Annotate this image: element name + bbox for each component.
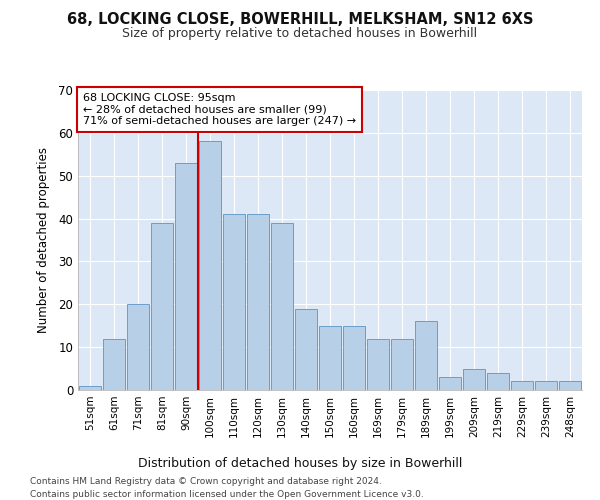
Bar: [511, 382, 533, 390]
Bar: [271, 223, 293, 390]
Bar: [319, 326, 341, 390]
Bar: [175, 163, 197, 390]
Bar: [415, 322, 437, 390]
Bar: [295, 308, 317, 390]
Bar: [367, 338, 389, 390]
Bar: [79, 386, 101, 390]
Text: Contains public sector information licensed under the Open Government Licence v3: Contains public sector information licen…: [30, 490, 424, 499]
Text: 68, LOCKING CLOSE, BOWERHILL, MELKSHAM, SN12 6XS: 68, LOCKING CLOSE, BOWERHILL, MELKSHAM, …: [67, 12, 533, 28]
Bar: [103, 338, 125, 390]
Bar: [391, 338, 413, 390]
Bar: [463, 368, 485, 390]
Y-axis label: Number of detached properties: Number of detached properties: [37, 147, 50, 333]
Bar: [151, 223, 173, 390]
Bar: [439, 377, 461, 390]
Bar: [223, 214, 245, 390]
Bar: [487, 373, 509, 390]
Bar: [247, 214, 269, 390]
Text: Contains HM Land Registry data © Crown copyright and database right 2024.: Contains HM Land Registry data © Crown c…: [30, 478, 382, 486]
Text: Size of property relative to detached houses in Bowerhill: Size of property relative to detached ho…: [122, 28, 478, 40]
Bar: [343, 326, 365, 390]
Bar: [559, 382, 581, 390]
Bar: [199, 142, 221, 390]
Text: 68 LOCKING CLOSE: 95sqm
← 28% of detached houses are smaller (99)
71% of semi-de: 68 LOCKING CLOSE: 95sqm ← 28% of detache…: [83, 93, 356, 126]
Text: Distribution of detached houses by size in Bowerhill: Distribution of detached houses by size …: [138, 458, 462, 470]
Bar: [127, 304, 149, 390]
Bar: [535, 382, 557, 390]
